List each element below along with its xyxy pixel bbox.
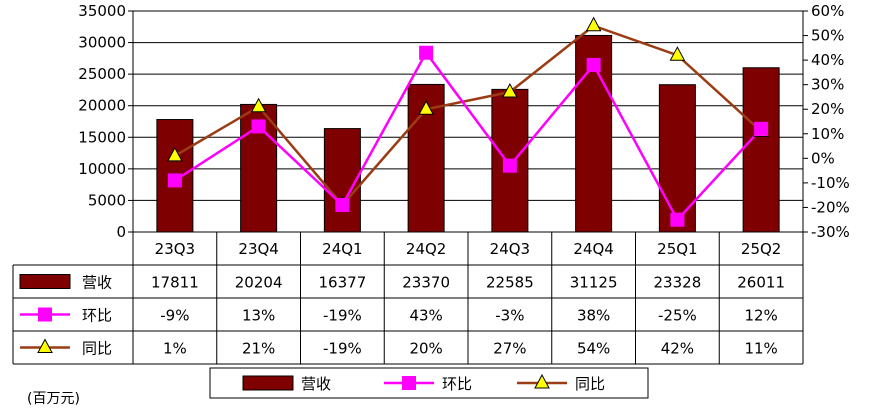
legend: 营收 环比 同比 bbox=[209, 367, 649, 399]
marker-square bbox=[754, 121, 769, 136]
series-name: 营收 bbox=[82, 274, 112, 292]
marker-square bbox=[251, 119, 266, 134]
bars bbox=[156, 34, 780, 233]
category-label: 23Q3 bbox=[155, 240, 195, 258]
marker-triangle bbox=[418, 100, 434, 115]
data-label: 23370 bbox=[402, 274, 450, 292]
data-label: 17811 bbox=[151, 274, 199, 292]
series-markers bbox=[167, 16, 769, 227]
legend-label: 同比 bbox=[575, 375, 605, 393]
left-tick-label: 15000 bbox=[78, 128, 126, 146]
left-axis: 0 5000 10000 15000 20000 25000 30000 35000 bbox=[78, 2, 133, 241]
data-label: 20% bbox=[409, 340, 442, 358]
marker-triangle bbox=[502, 82, 518, 98]
legend-key-bar bbox=[19, 274, 71, 289]
marker-triangle bbox=[669, 46, 686, 61]
right-tick-label: 20% bbox=[811, 100, 844, 118]
data-label: -9% bbox=[160, 307, 189, 325]
marker-square bbox=[419, 45, 434, 60]
series-line bbox=[174, 50, 763, 222]
legend-key-marker bbox=[37, 338, 53, 353]
data-label: 20204 bbox=[235, 274, 283, 292]
data-label: 43% bbox=[409, 307, 442, 325]
series-lines bbox=[174, 24, 763, 222]
data-label: 38% bbox=[577, 307, 610, 325]
marker-square bbox=[335, 197, 350, 212]
legend-key-marker bbox=[534, 373, 550, 389]
marker-triangle bbox=[585, 16, 602, 32]
legend-key-marker bbox=[38, 307, 52, 322]
data-label: -3% bbox=[495, 307, 524, 325]
right-tick-label: -30% bbox=[811, 223, 850, 241]
series-name: 环比 bbox=[82, 307, 112, 325]
data-label: 26011 bbox=[737, 274, 785, 292]
bar bbox=[658, 84, 696, 233]
left-tick-label: 25000 bbox=[78, 65, 126, 83]
right-axis: -30% -20% -10% 0% 10% 20% 30% 40% 50% 60% bbox=[803, 2, 850, 241]
marker-square bbox=[670, 212, 685, 227]
series-line bbox=[174, 24, 762, 207]
data-label: 21% bbox=[242, 340, 275, 358]
right-tick-label: -10% bbox=[811, 174, 850, 192]
category-label: 25Q1 bbox=[657, 240, 697, 258]
bar bbox=[742, 67, 780, 233]
data-label: 27% bbox=[493, 340, 526, 358]
bar bbox=[323, 128, 361, 233]
data-label: 16377 bbox=[319, 274, 367, 292]
left-tick-label: 0 bbox=[116, 223, 126, 241]
data-label: 23328 bbox=[654, 274, 702, 292]
right-tick-label: 50% bbox=[811, 27, 844, 45]
legend-label: 营收 bbox=[301, 375, 331, 393]
data-label: -19% bbox=[323, 307, 362, 325]
unit-note: (百万元) bbox=[27, 391, 80, 407]
legend-label: 环比 bbox=[442, 375, 472, 393]
category-label: 24Q4 bbox=[573, 240, 613, 258]
right-tick-label: 60% bbox=[811, 2, 844, 20]
data-label: 12% bbox=[744, 307, 777, 325]
data-label: -19% bbox=[323, 340, 362, 358]
right-tick-label: 10% bbox=[811, 125, 844, 143]
category-label: 24Q1 bbox=[322, 240, 362, 258]
data-label: 31125 bbox=[570, 274, 618, 292]
left-tick-label: 10000 bbox=[78, 160, 126, 178]
data-label: 1% bbox=[163, 340, 187, 358]
left-tick-label: 5000 bbox=[88, 191, 126, 209]
legend-key-bar bbox=[242, 375, 294, 391]
data-label: -25% bbox=[658, 307, 697, 325]
data-label: 42% bbox=[661, 340, 694, 358]
marker-triangle bbox=[250, 97, 267, 113]
series-name: 同比 bbox=[82, 340, 112, 358]
left-tick-label: 20000 bbox=[78, 97, 126, 115]
category-label: 23Q4 bbox=[238, 240, 278, 258]
right-tick-label: 40% bbox=[811, 51, 844, 69]
right-tick-label: -20% bbox=[811, 198, 850, 216]
marker-square bbox=[167, 173, 182, 188]
category-label: 25Q2 bbox=[741, 240, 781, 258]
left-tick-label: 35000 bbox=[78, 2, 126, 20]
data-label: 54% bbox=[577, 340, 610, 358]
category-label: 24Q2 bbox=[406, 240, 446, 258]
marker-triangle bbox=[167, 146, 183, 162]
right-tick-label: 0% bbox=[811, 149, 835, 167]
category-label: 24Q3 bbox=[490, 240, 530, 258]
data-table: 23Q3 23Q4 24Q1 24Q2 24Q3 24Q4 25Q1 25Q2 营收 17811 2… bbox=[12, 231, 804, 365]
marker-square bbox=[586, 58, 601, 73]
data-label: 22585 bbox=[486, 274, 534, 292]
left-tick-label: 30000 bbox=[78, 34, 126, 52]
legend-key-marker bbox=[402, 376, 416, 390]
right-tick-label: 30% bbox=[811, 76, 844, 94]
marker-square bbox=[502, 158, 517, 173]
data-label: 13% bbox=[242, 307, 275, 325]
data-label: 11% bbox=[744, 340, 777, 358]
